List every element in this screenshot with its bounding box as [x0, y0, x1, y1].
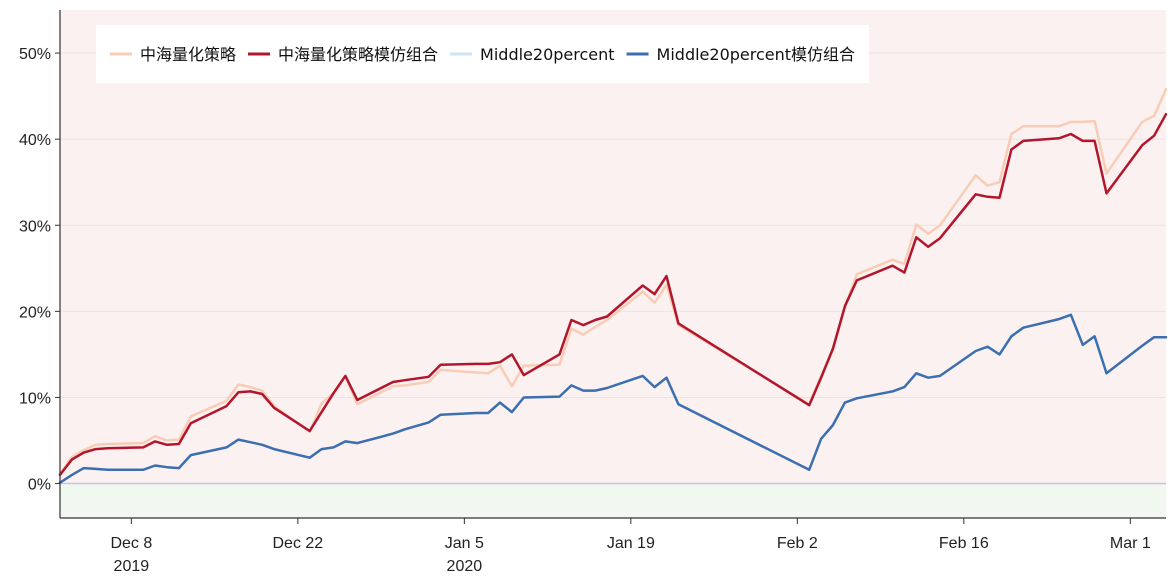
y-tick-label: 50% [19, 46, 51, 63]
series-line [58, 87, 1168, 476]
x-tick-label: Dec 22 [272, 535, 323, 552]
x-tick-label: Feb 16 [939, 535, 989, 552]
legend-label: Middle20percent [480, 45, 615, 64]
x-tick-sublabel: 2019 [114, 558, 150, 575]
x-tick-sublabel: 2020 [447, 558, 483, 575]
legend-box [96, 25, 870, 83]
series-line [58, 313, 1168, 484]
series-lines [58, 87, 1168, 484]
positive-region [60, 10, 1166, 484]
legend: 中海量化策略 中海量化策略模仿组合 Middle20percent Middle20p… [96, 25, 870, 83]
y-tick-label: 40% [19, 132, 51, 149]
y-tick-label: 10% [19, 390, 51, 407]
negative-region [60, 483, 1166, 518]
x-tick-label: Mar 1 [1110, 535, 1151, 552]
x-tick-label: Jan 19 [607, 535, 655, 552]
x-tick-label: Jan 5 [445, 535, 484, 552]
y-tick-label: 20% [19, 304, 51, 321]
plot-background [60, 10, 1166, 518]
y-tick-label: 30% [19, 218, 51, 235]
x-tick-label: Feb 2 [777, 535, 818, 552]
series-line [58, 112, 1168, 477]
y-tick-label: 0% [28, 477, 51, 494]
axes: 0% 10% 20% 30% 40% 50% Dec 8 2019 Dec 22 Jan 5 202… [19, 10, 1166, 575]
x-tick-label: Dec 8 [110, 535, 152, 552]
legend-label: 中海量化策略 [140, 45, 236, 64]
legend-label: Middle20percent模仿组合 [657, 45, 856, 64]
legend-label: 中海量化策略模仿组合 [278, 45, 438, 64]
